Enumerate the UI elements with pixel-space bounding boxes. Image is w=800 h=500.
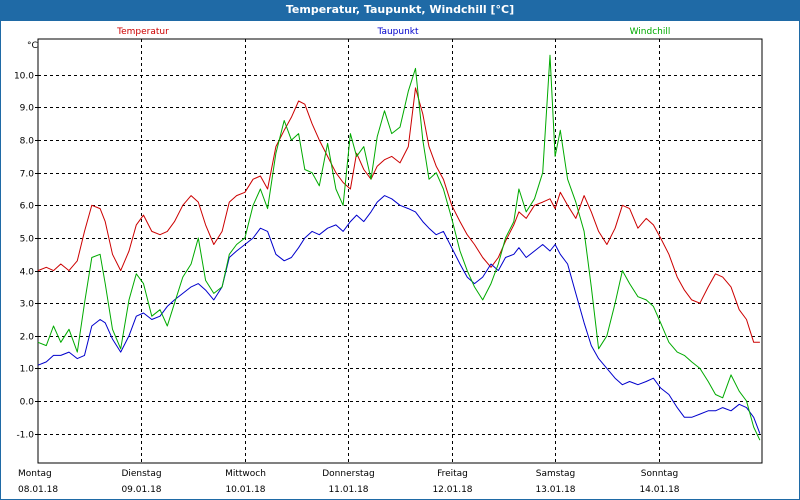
x-tick-date: 10.01.18 bbox=[225, 485, 265, 495]
chart-grid bbox=[38, 39, 762, 463]
legend-windchill: Windchill bbox=[630, 27, 671, 37]
legend-temperatur: Temperatur bbox=[116, 27, 169, 37]
x-tick-day: Dienstag bbox=[121, 469, 161, 479]
y-tick-label: 7.0 bbox=[20, 170, 35, 180]
window-title-bar: Temperatur, Taupunkt, Windchill [°C] bbox=[0, 0, 800, 20]
window-title: Temperatur, Taupunkt, Windchill [°C] bbox=[285, 3, 515, 16]
series-line-taupunkt bbox=[37, 195, 761, 434]
x-tick-day: Donnerstag bbox=[322, 469, 375, 479]
chart-series bbox=[37, 54, 761, 441]
series-line-temperatur bbox=[37, 87, 760, 343]
x-tick-day: Samstag bbox=[536, 469, 575, 479]
x-tick-date: 11.01.18 bbox=[328, 485, 368, 495]
x-tick-day: Freitag bbox=[437, 469, 468, 479]
y-tick-label: 3.0 bbox=[20, 300, 35, 310]
y-tick-label: 0.0 bbox=[20, 398, 35, 408]
chart-labels: -1.0 0.0 1.0 2.0 3.0 4.0 5.0 6.0 7.0 8.0 9.0 10.0 °C… bbox=[14, 27, 680, 495]
plot-border bbox=[37, 38, 763, 464]
x-tick-date: 12.01.18 bbox=[432, 485, 472, 495]
y-tick-label: 6.0 bbox=[20, 202, 35, 212]
y-tick-label: 10.0 bbox=[14, 72, 34, 82]
y-tick-label: 1.0 bbox=[20, 365, 35, 375]
y-tick-label: 5.0 bbox=[20, 235, 35, 245]
x-tick-day: Mittwoch bbox=[225, 469, 266, 479]
x-tick-date: 08.01.18 bbox=[18, 485, 58, 495]
x-tick-date: 09.01.18 bbox=[121, 485, 161, 495]
series-line-windchill bbox=[37, 54, 761, 441]
y-tick-label: -1.0 bbox=[16, 431, 34, 441]
x-tick-date: 14.01.18 bbox=[639, 485, 679, 495]
y-tick-label: 9.0 bbox=[20, 104, 35, 114]
y-tick-label: 2.0 bbox=[20, 333, 35, 343]
x-tick-day: Montag bbox=[18, 469, 52, 479]
legend-taupunkt: Taupunkt bbox=[376, 27, 419, 37]
x-tick-date: 13.01.18 bbox=[535, 485, 575, 495]
y-tick-label: 4.0 bbox=[20, 268, 35, 278]
y-axis-label: °C bbox=[27, 41, 38, 51]
chart-axes bbox=[35, 38, 763, 464]
x-tick-day: Sonntag bbox=[641, 469, 678, 479]
y-tick-label: 8.0 bbox=[20, 137, 35, 147]
